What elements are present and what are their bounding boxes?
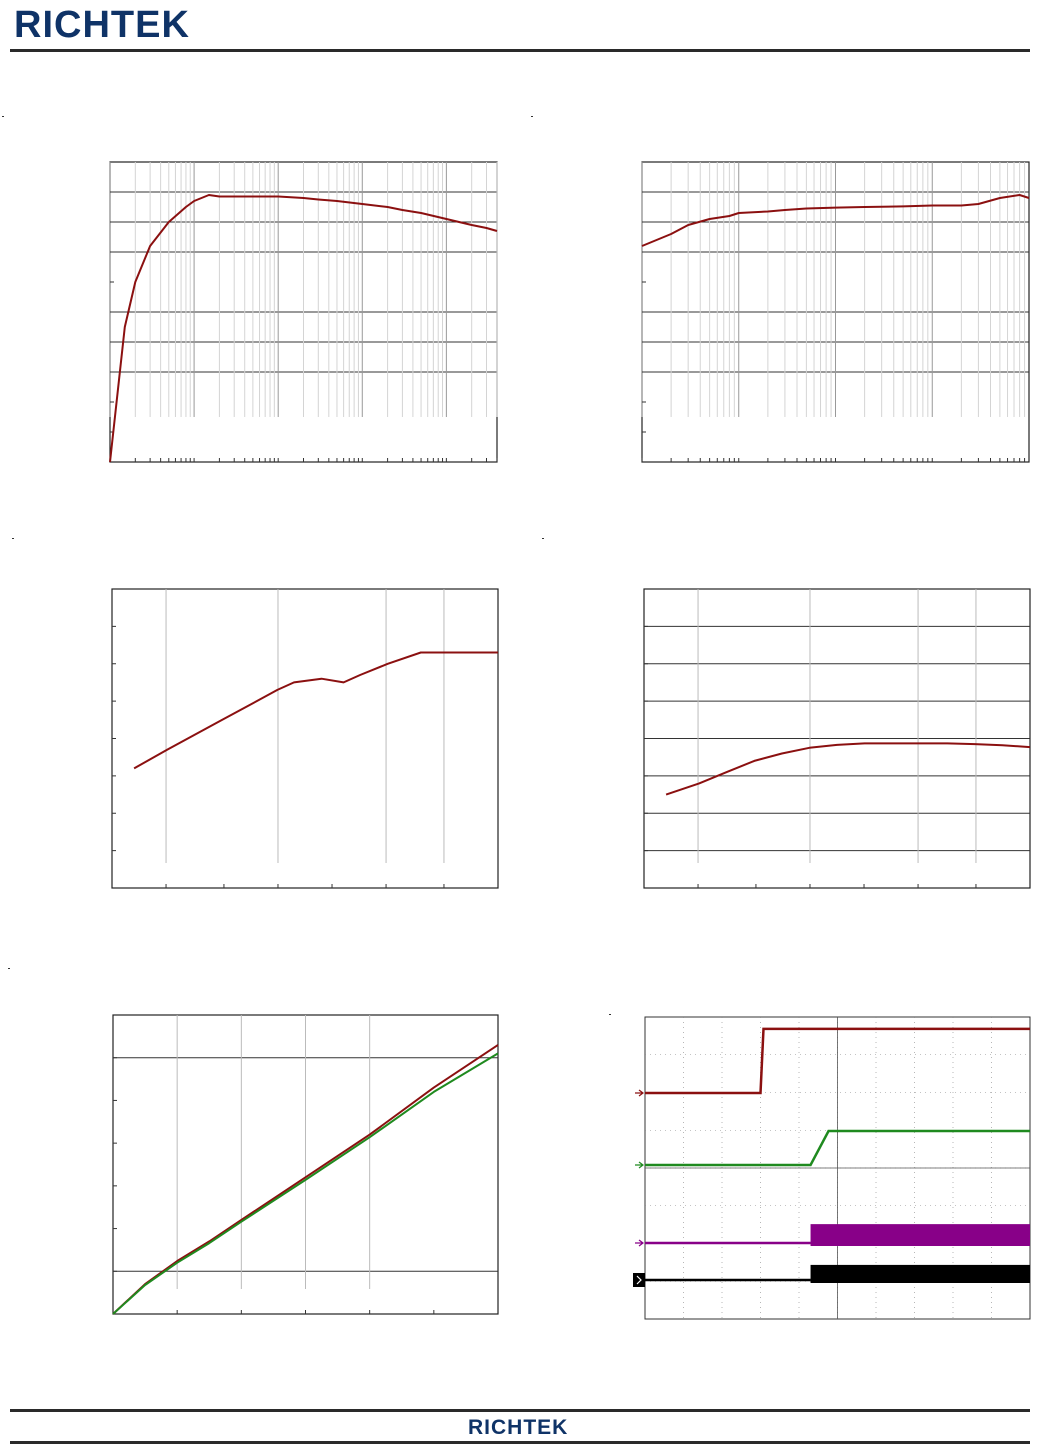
plot-2-series-line — [641, 194, 1030, 247]
plot-1-series-line — [109, 194, 498, 463]
richtek-logo-bottom: RICHTEK — [468, 1416, 569, 1439]
scope-marker-4 — [633, 1273, 645, 1287]
page-mark — [542, 538, 544, 539]
plot-5-series-line — [112, 1052, 499, 1315]
page-mark — [531, 116, 533, 117]
page-mark — [12, 538, 14, 539]
plot-4-series-line — [665, 742, 1031, 796]
scope-trace-3-burst — [810, 1224, 1030, 1246]
scope-marker-4-glyph — [636, 1275, 642, 1285]
scope-trace-4-burst — [810, 1264, 1030, 1283]
footer-rule-top — [10, 1409, 1030, 1412]
scope-marker-2 — [635, 1161, 644, 1169]
scope-marker-1 — [635, 1089, 644, 1097]
plot-3-frame — [111, 588, 499, 889]
scope-trace-1 — [645, 1027, 1030, 1095]
scope-trace-2 — [645, 1129, 1030, 1167]
page-mark — [2, 116, 4, 117]
richtek-logo-top: RICHTEK — [14, 4, 190, 46]
plot-3-series-line — [133, 651, 498, 770]
page-mark — [8, 968, 10, 969]
page-mark — [609, 1014, 611, 1015]
footer-rule-bottom — [10, 1441, 1030, 1444]
header-rule — [10, 49, 1030, 52]
scope-marker-3 — [635, 1239, 644, 1247]
